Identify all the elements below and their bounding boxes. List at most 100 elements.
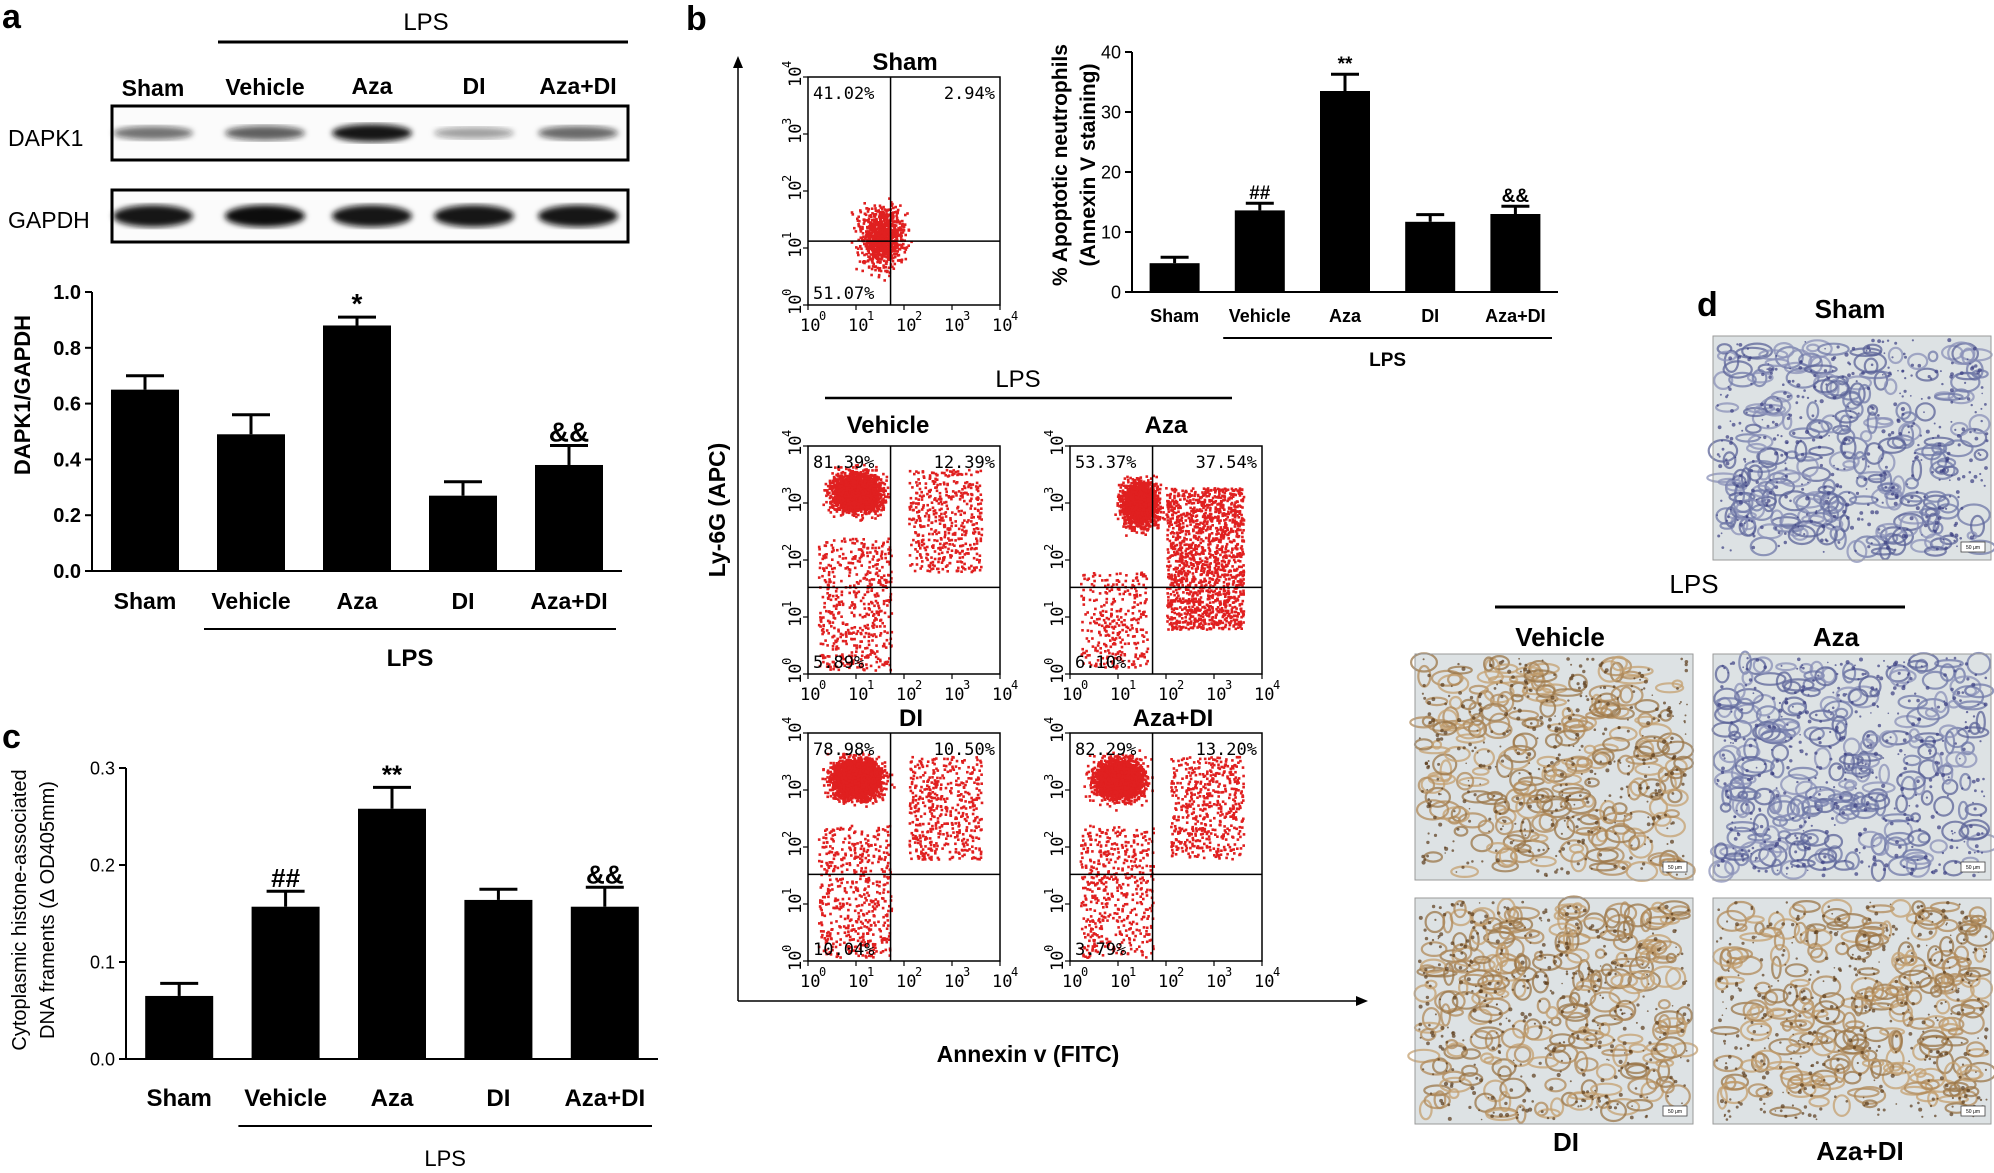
flow-ytick-label: 10	[786, 436, 806, 456]
flow-event-dot	[881, 584, 885, 587]
flow-event-dot	[903, 247, 907, 250]
flow-event-dot	[874, 549, 877, 553]
flow-event-dot	[856, 475, 860, 478]
flow-event-dot	[938, 491, 942, 495]
flow-event-dot	[881, 243, 885, 246]
flow-event-dot	[947, 531, 951, 535]
flow-event-dot	[865, 471, 868, 475]
flow-event-dot	[881, 565, 884, 569]
flow-xtick-exponent: 0	[819, 678, 826, 692]
flow-event-dot	[875, 592, 879, 595]
flow-event-dot	[867, 219, 870, 222]
wb-lane-label: DI	[463, 73, 486, 99]
flow-event-dot	[904, 213, 907, 217]
wb-lane-label: Sham	[122, 75, 185, 101]
flow-event-dot	[832, 485, 836, 488]
flow-event-dot	[1178, 531, 1182, 534]
flow-event-dot	[867, 480, 871, 483]
flow-event-dot	[831, 594, 835, 598]
flow-event-dot	[880, 576, 883, 579]
flow-event-dot	[864, 626, 868, 630]
flow-event-dot	[832, 604, 836, 608]
flow-event-dot	[882, 486, 886, 490]
flow-event-dot	[843, 540, 847, 543]
flow-event-dot	[876, 501, 879, 504]
flow-event-dot	[933, 509, 937, 512]
flow-event-dot	[917, 510, 921, 513]
flow-event-dot	[862, 469, 865, 472]
flow-event-dot	[845, 491, 849, 494]
flow-event-dot	[848, 469, 851, 472]
flow-event-dot	[872, 623, 876, 627]
flow-event-dot	[832, 480, 836, 483]
flow-event-dot	[954, 491, 958, 494]
flow-event-dot	[874, 599, 878, 603]
flow-event-dot	[856, 630, 860, 633]
flow-event-dot	[878, 261, 882, 264]
flow-x-label: Annexin v (FITC)	[937, 1041, 1120, 1067]
flow-event-dot	[894, 246, 897, 249]
flow-event-dot	[880, 508, 883, 512]
flow-event-dot	[882, 211, 885, 214]
flow-event-dot	[878, 215, 881, 219]
flow-event-dot	[850, 656, 853, 660]
flow-event-dot	[886, 246, 890, 250]
flow-event-dot	[878, 658, 882, 662]
flow-event-dot	[900, 231, 903, 235]
flow-event-dot	[890, 554, 893, 558]
flow-event-dot	[836, 487, 839, 491]
flow-event-dot	[849, 561, 852, 565]
flow-event-dot	[970, 473, 973, 477]
wb-band	[434, 127, 514, 139]
flow-event-dot	[951, 533, 955, 536]
flow-event-dot	[886, 269, 889, 273]
flow-event-dot	[844, 556, 848, 560]
flow-event-dot	[871, 228, 874, 232]
flow-event-dot	[857, 508, 860, 512]
flow-event-dot	[859, 209, 862, 212]
flow-event-dot	[954, 549, 958, 552]
flow-plot-title: Sham	[872, 49, 937, 76]
flow-event-dot	[882, 602, 886, 606]
flow-event-dot	[868, 511, 871, 514]
flow-event-dot	[968, 567, 971, 570]
flow-event-dot	[926, 503, 929, 507]
flow-event-dot	[906, 212, 909, 215]
flow-event-dot	[928, 477, 932, 480]
b-ytick-label: 20	[1101, 162, 1121, 182]
flow-event-dot	[865, 503, 869, 506]
flow-event-dot	[871, 265, 875, 268]
flow-event-dot	[858, 626, 862, 630]
flow-event-dot	[875, 618, 878, 621]
flow-event-dot	[952, 480, 956, 483]
flow-event-dot	[915, 491, 918, 495]
flow-event-dot	[949, 518, 952, 522]
flow-event-dot	[881, 621, 884, 625]
flow-event-dot	[825, 541, 829, 544]
flow-event-dot	[969, 499, 972, 503]
flow-event-dot	[851, 503, 855, 506]
flow-event-dot	[845, 511, 849, 514]
flow-event-dot	[879, 483, 882, 486]
flow-event-dot	[1221, 530, 1224, 533]
flow-event-dot	[836, 561, 840, 564]
flow-event-dot	[916, 511, 919, 514]
flow-event-dot	[890, 612, 894, 615]
flow-event-dot	[939, 497, 943, 501]
flow-event-dot	[973, 568, 977, 572]
flow-event-dot	[929, 561, 933, 565]
flow-event-dot	[1196, 593, 1199, 597]
flow-event-dot	[979, 537, 983, 540]
flow-event-dot	[893, 234, 896, 237]
flow-event-dot	[1125, 574, 1128, 577]
flow-event-dot	[853, 557, 857, 560]
flow-cytometry: Annexin v (FITC) Ly-6G (APC) LPS Sham41.…	[704, 49, 1368, 1067]
flow-event-dot	[859, 599, 863, 603]
flow-event-dot	[959, 537, 963, 540]
wb-band	[332, 124, 412, 142]
flow-event-dot	[1206, 525, 1210, 529]
flow-event-dot	[878, 239, 881, 242]
flow-event-dot	[872, 578, 876, 581]
flow-event-dot	[972, 516, 975, 519]
flow-event-dot	[849, 496, 852, 499]
